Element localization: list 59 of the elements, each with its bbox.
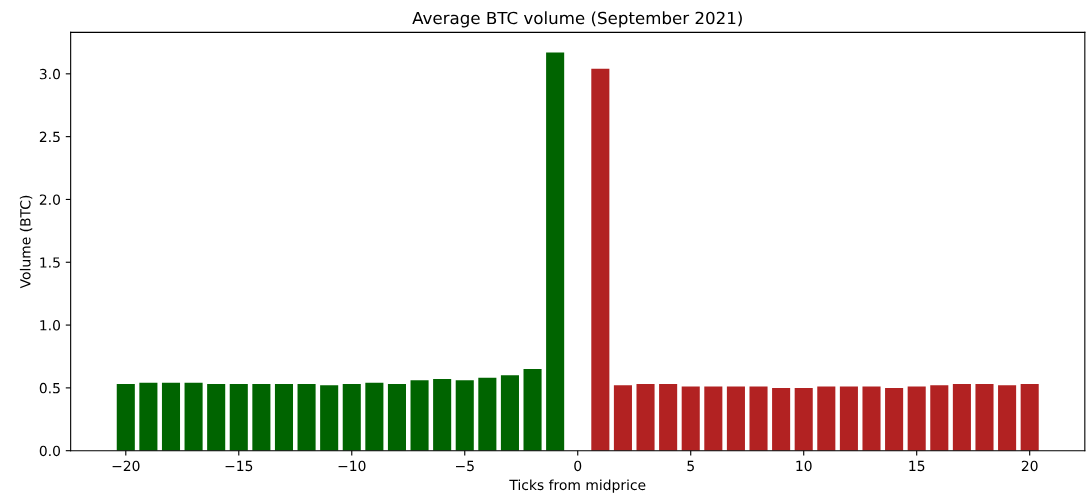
- bar: [952, 384, 971, 451]
- bar: [365, 382, 384, 451]
- bar: [455, 380, 474, 451]
- x-tick-label: −15: [225, 460, 253, 472]
- bar: [726, 386, 745, 451]
- x-tick-label: 20: [1021, 460, 1038, 472]
- y-tick-label: 2.0: [39, 194, 61, 205]
- bar: [613, 385, 632, 451]
- x-tick-label: 5: [687, 460, 694, 472]
- bar: [681, 386, 700, 451]
- bar: [636, 384, 655, 451]
- bar: [998, 385, 1017, 451]
- bar: [410, 380, 429, 451]
- y-tick-label: 2.5: [39, 131, 60, 143]
- x-tick-label: 10: [796, 460, 812, 472]
- bar: [116, 384, 135, 451]
- bar: [320, 385, 339, 451]
- bar: [161, 382, 181, 451]
- bar: [839, 386, 858, 451]
- bar: [862, 386, 881, 451]
- x-tick-label: −20: [112, 460, 140, 472]
- bar: [207, 384, 226, 451]
- bar: [500, 375, 519, 451]
- bar: [139, 382, 158, 451]
- x-tick-label: −5: [455, 460, 474, 472]
- bar: [546, 52, 565, 451]
- x-tick-label: −10: [338, 460, 366, 472]
- bar: [885, 387, 904, 451]
- y-tick-label: 0.0: [39, 445, 61, 457]
- y-axis-title: Volume (BTC): [19, 195, 33, 289]
- bar: [523, 369, 542, 451]
- bar: [342, 384, 361, 451]
- x-tick-label: 15: [909, 460, 925, 472]
- bar: [478, 377, 497, 451]
- y-tick-label: 1.0: [40, 320, 61, 331]
- y-tick-label: 3.0: [39, 68, 61, 80]
- bar: [274, 384, 294, 451]
- bar: [659, 384, 678, 451]
- bar: [704, 386, 723, 451]
- bar: [794, 387, 813, 451]
- bar: [591, 68, 610, 451]
- bar: [184, 382, 203, 451]
- bar: [433, 379, 452, 451]
- bar: [229, 384, 248, 451]
- bar: [297, 384, 316, 451]
- y-tick-label: 1.5: [40, 257, 60, 268]
- bar: [749, 386, 768, 451]
- bar: [817, 386, 836, 451]
- chart-title: Average BTC volume (September 2021): [412, 11, 742, 28]
- y-tick-label: 0.5: [39, 382, 60, 394]
- bar: [975, 384, 994, 451]
- bar: [772, 387, 791, 451]
- bar: [387, 384, 406, 451]
- x-axis-title: Ticks from midprice: [509, 479, 646, 493]
- x-tick-label: 0: [574, 460, 582, 472]
- bar: [1020, 384, 1039, 451]
- bar: [930, 385, 949, 451]
- bar: [907, 386, 926, 451]
- bar: [252, 384, 271, 451]
